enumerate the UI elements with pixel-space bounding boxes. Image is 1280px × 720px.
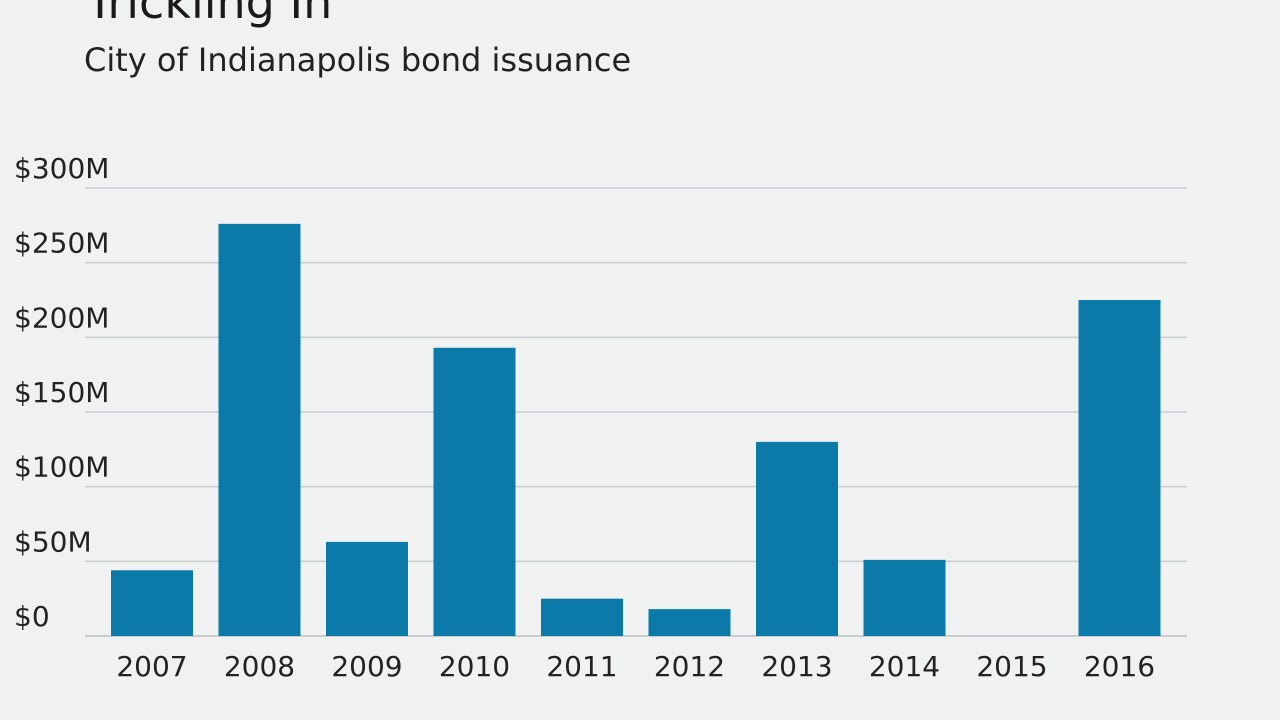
bar-2009 bbox=[326, 541, 408, 636]
x-tick-label: 2010 bbox=[439, 650, 510, 683]
x-tick-label: 2012 bbox=[654, 650, 725, 683]
bar-2010 bbox=[433, 347, 516, 636]
x-tick-label: 2016 bbox=[1084, 650, 1155, 683]
y-tick-label: $250M bbox=[14, 227, 109, 260]
x-tick-label: 2008 bbox=[224, 650, 295, 683]
x-tick-label: 2009 bbox=[331, 650, 402, 683]
x-tick-label: 2007 bbox=[116, 650, 187, 683]
x-tick-label: 2011 bbox=[546, 650, 617, 683]
x-tick-label: 2013 bbox=[761, 650, 832, 683]
bar-2014 bbox=[863, 559, 946, 636]
bar-2011 bbox=[541, 598, 623, 636]
chart-title: Trickling In bbox=[86, 0, 333, 29]
x-tick-label: 2014 bbox=[869, 650, 940, 683]
x-axis-ticks: 2007 2008 2009 2010 2011 2012 2013 2014 2015 2016 bbox=[116, 650, 1155, 683]
y-tick-label: $100M bbox=[14, 451, 109, 484]
bar-2013 bbox=[756, 441, 838, 636]
y-tick-label: $0 bbox=[14, 600, 50, 633]
y-tick-label: $200M bbox=[14, 301, 109, 334]
chart-subtitle: City of Indianapolis bond issuance bbox=[84, 41, 632, 79]
bar-2007 bbox=[111, 570, 193, 636]
y-axis-ticks: $0 $50M $100M $150M $200M $250M $300M bbox=[14, 152, 109, 633]
y-tick-label: $150M bbox=[14, 376, 109, 409]
bar-2008 bbox=[218, 223, 301, 636]
x-tick-label: 2015 bbox=[976, 650, 1047, 683]
bars bbox=[111, 223, 1161, 636]
bar-2012 bbox=[648, 609, 731, 636]
bar-2016 bbox=[1078, 300, 1161, 636]
y-tick-label: $50M bbox=[14, 525, 92, 558]
y-tick-label: $300M bbox=[14, 152, 109, 185]
